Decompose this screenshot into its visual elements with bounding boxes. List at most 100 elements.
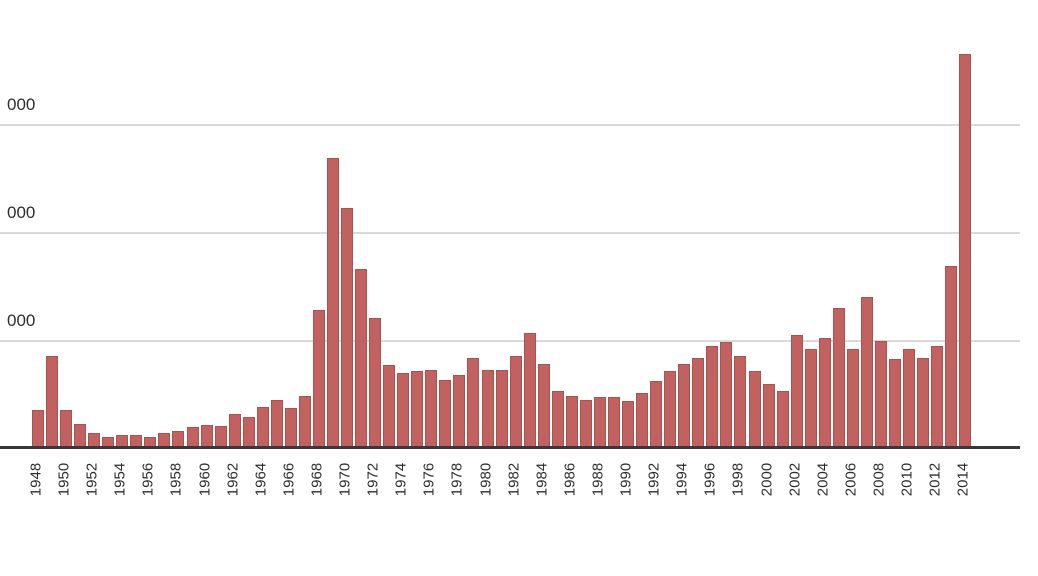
bar-1972 xyxy=(369,318,382,446)
x-tick-label-1948: 1948 xyxy=(27,462,45,497)
bar-1999 xyxy=(748,371,761,446)
bar-1975 xyxy=(411,371,424,446)
bar-2000 xyxy=(762,384,775,446)
bar-1986 xyxy=(565,396,578,446)
x-tick-label-1970: 1970 xyxy=(336,462,354,497)
bar-1990 xyxy=(622,401,634,446)
bar-1959 xyxy=(186,427,199,446)
bar-2011 xyxy=(917,358,930,446)
bar-1956 xyxy=(144,437,157,446)
bar-1971 xyxy=(355,269,368,446)
x-tick-label-2012: 2012 xyxy=(926,462,944,497)
y-gridline xyxy=(0,340,1020,342)
bar-1968 xyxy=(312,310,325,446)
x-tick-label-1978: 1978 xyxy=(448,462,466,497)
bar-1953 xyxy=(102,437,115,446)
bar-1984 xyxy=(537,364,550,446)
bar-1998 xyxy=(734,356,747,446)
x-tick-label-1994: 1994 xyxy=(673,462,691,497)
x-tick-label-1968: 1968 xyxy=(308,462,326,497)
bar-1989 xyxy=(608,397,620,446)
bar-1982 xyxy=(509,356,522,446)
bar-1992 xyxy=(650,381,663,446)
bar-1973 xyxy=(383,365,396,446)
x-tick-label-1952: 1952 xyxy=(83,462,101,497)
bar-1957 xyxy=(158,433,171,446)
bar-1993 xyxy=(664,371,677,446)
bar-1955 xyxy=(130,435,143,446)
bar-1995 xyxy=(692,358,705,446)
bar-1958 xyxy=(172,431,185,446)
bar-2003 xyxy=(804,349,817,446)
x-tick-label-1988: 1988 xyxy=(589,462,607,497)
bar-1951 xyxy=(74,424,87,446)
bar-1970 xyxy=(341,208,353,446)
x-tick-label-1996: 1996 xyxy=(701,462,719,497)
bar-1978 xyxy=(453,375,466,446)
bar-2004 xyxy=(818,338,831,446)
bar-1980 xyxy=(481,370,494,446)
bar-1950 xyxy=(60,410,72,446)
x-tick-label-1980: 1980 xyxy=(477,462,494,497)
bar-1991 xyxy=(636,393,648,446)
y-gridline xyxy=(0,232,1020,234)
bar-1952 xyxy=(88,433,101,446)
bar-2008 xyxy=(874,341,887,446)
bar-1967 xyxy=(298,396,311,446)
y-tick-label: 000 xyxy=(7,95,36,114)
x-tick-label-1956: 1956 xyxy=(139,462,157,497)
bar-1981 xyxy=(495,370,508,446)
x-tick-label-1974: 1974 xyxy=(392,462,410,497)
bar-1965 xyxy=(270,400,283,446)
bar-1994 xyxy=(678,364,691,446)
bar-1954 xyxy=(116,435,129,446)
bar-2007 xyxy=(860,297,873,446)
bar-1985 xyxy=(551,391,564,446)
bar-2013 xyxy=(945,266,958,446)
x-tick-label-1990: 1990 xyxy=(617,462,635,497)
x-tick-label-2010: 2010 xyxy=(898,462,916,497)
bar-2005 xyxy=(832,308,845,446)
x-tick-label-1964: 1964 xyxy=(252,462,270,497)
x-tick-label-1986: 1986 xyxy=(561,462,579,497)
x-tick-label-1976: 1976 xyxy=(420,462,438,497)
y-tick-label: 000 xyxy=(7,311,36,330)
bar-2002 xyxy=(790,335,803,446)
bar-1983 xyxy=(523,333,536,446)
x-tick-label-1984: 1984 xyxy=(533,462,551,497)
bar-2001 xyxy=(776,391,789,446)
x-tick-label-2000: 2000 xyxy=(758,462,775,497)
x-tick-label-2008: 2008 xyxy=(870,462,888,497)
bar-1966 xyxy=(284,408,297,446)
y-tick-label: 000 xyxy=(7,203,36,222)
bar-1997 xyxy=(720,342,733,446)
x-tick-label-2014: 2014 xyxy=(954,462,972,497)
bar-1962 xyxy=(228,414,241,446)
bar-1963 xyxy=(242,417,255,446)
bar-2006 xyxy=(846,349,859,446)
bar-1976 xyxy=(425,370,438,446)
x-axis-line xyxy=(0,446,1020,449)
x-tick-label-1966: 1966 xyxy=(280,462,298,497)
bar-2010 xyxy=(903,349,915,446)
x-tick-label-1960: 1960 xyxy=(196,462,213,497)
bar-1961 xyxy=(214,426,227,446)
bar-1960 xyxy=(200,425,213,446)
x-tick-label-1998: 1998 xyxy=(729,462,747,497)
bar-2009 xyxy=(889,359,901,446)
bar-1949 xyxy=(46,356,58,446)
x-tick-label-1992: 1992 xyxy=(645,462,663,497)
x-tick-label-2004: 2004 xyxy=(814,462,832,497)
x-tick-label-2002: 2002 xyxy=(786,462,804,497)
bar-1987 xyxy=(579,400,592,446)
x-tick-label-1958: 1958 xyxy=(167,462,185,497)
bar-1979 xyxy=(467,358,480,446)
bar-1988 xyxy=(593,397,606,446)
bar-1977 xyxy=(439,380,452,446)
bar-1948 xyxy=(31,410,44,446)
bar-2012 xyxy=(931,346,944,446)
x-tick-label-1962: 1962 xyxy=(224,462,242,497)
bar-1974 xyxy=(397,373,410,446)
bar-1996 xyxy=(706,346,719,446)
